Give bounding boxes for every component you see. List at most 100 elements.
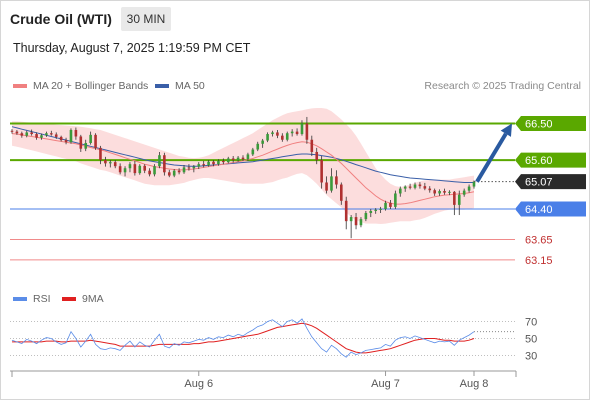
candle-body bbox=[138, 165, 142, 174]
candle-body bbox=[418, 184, 422, 187]
candle-body bbox=[10, 130, 14, 132]
candle-body bbox=[295, 131, 299, 135]
bollinger-band bbox=[12, 108, 474, 224]
x-tick-label: Aug 7 bbox=[371, 378, 400, 390]
x-tick-label: Aug 6 bbox=[184, 378, 213, 390]
candle-body bbox=[45, 133, 48, 136]
candle-body bbox=[197, 164, 201, 167]
legend-rsi-label: RSI bbox=[33, 293, 51, 305]
instrument-title: Crude Oil (WTI) bbox=[10, 11, 112, 27]
candle-body bbox=[167, 172, 171, 176]
candle-body bbox=[398, 188, 402, 194]
candle-body bbox=[177, 170, 181, 173]
candle-body bbox=[158, 155, 161, 167]
candle-body bbox=[354, 217, 358, 226]
ma50-swatch bbox=[155, 84, 169, 89]
candle-body bbox=[305, 123, 309, 140]
legend-rsi-ma-label: 9MA bbox=[82, 293, 104, 305]
rsi-swatch bbox=[13, 297, 27, 302]
rsi-ma-swatch bbox=[62, 297, 76, 302]
candle-body bbox=[443, 191, 446, 193]
candle-body bbox=[89, 134, 92, 143]
legend-ma20: MA 20 + Bollinger Bands bbox=[13, 80, 148, 92]
candle-body bbox=[300, 123, 304, 135]
candle-body bbox=[163, 155, 166, 173]
level-65.60-tag bbox=[515, 152, 586, 168]
candle-body bbox=[379, 208, 382, 210]
candle-body bbox=[153, 166, 156, 175]
x-tick-label: Aug 8 bbox=[460, 378, 489, 390]
candle-body bbox=[15, 131, 19, 134]
candle-body bbox=[413, 184, 417, 188]
timeframe-button[interactable]: 30 MIN bbox=[121, 7, 171, 31]
candle-body bbox=[99, 147, 102, 161]
candle-body bbox=[187, 167, 191, 169]
candle-body bbox=[202, 164, 205, 166]
candle-body bbox=[310, 139, 314, 152]
candle-body bbox=[25, 132, 29, 136]
candle-body bbox=[59, 136, 63, 141]
candle-body bbox=[349, 217, 353, 222]
candle-body bbox=[281, 135, 284, 140]
research-credit: Research © 2025 Trading Central bbox=[424, 80, 581, 92]
candle-body bbox=[69, 129, 73, 143]
candle-body bbox=[182, 167, 186, 173]
candle-body bbox=[339, 184, 343, 201]
candle-body bbox=[384, 202, 387, 209]
candle-body bbox=[20, 133, 24, 136]
candle-body bbox=[472, 181, 476, 187]
candle-body bbox=[271, 132, 274, 135]
candle-body bbox=[335, 176, 338, 185]
candle-body bbox=[408, 186, 412, 188]
candle-body bbox=[266, 134, 269, 141]
rsi-tick-70: 70 bbox=[525, 317, 537, 329]
rsi-line bbox=[11, 318, 475, 358]
candle-body bbox=[84, 142, 88, 149]
candle-body bbox=[344, 200, 348, 222]
candle-body bbox=[453, 191, 456, 205]
candle-body bbox=[35, 134, 38, 138]
report-datetime: Thursday, August 7, 2025 1:19:59 PM CET bbox=[13, 41, 251, 55]
candle-body bbox=[256, 143, 260, 150]
candle-body bbox=[226, 158, 230, 163]
candle-body bbox=[448, 191, 451, 193]
level-65.60-tag-label: 65.60 bbox=[525, 155, 553, 167]
support-label-63.65: 63.65 bbox=[525, 234, 553, 246]
candle-body bbox=[438, 191, 441, 194]
candle-body bbox=[30, 132, 33, 135]
candle-body bbox=[236, 157, 240, 161]
candle-body bbox=[148, 170, 151, 175]
candle-body bbox=[403, 186, 407, 189]
legend-ma50: MA 50 bbox=[155, 80, 205, 92]
candle-body bbox=[423, 186, 427, 189]
legend-ma50-label: MA 50 bbox=[175, 80, 205, 92]
ma50-line bbox=[11, 126, 474, 183]
target-arrow-shaft bbox=[475, 132, 508, 183]
candle-body bbox=[222, 160, 225, 163]
candle-body bbox=[94, 134, 97, 148]
candle-body bbox=[128, 164, 132, 169]
last-price-tag-label: 65.07 bbox=[525, 177, 553, 189]
candle-body bbox=[50, 133, 53, 135]
candle-body bbox=[428, 188, 432, 191]
candle-body bbox=[276, 132, 279, 136]
rsi-tick-50: 50 bbox=[525, 334, 537, 346]
rsi-tick-30: 30 bbox=[525, 351, 537, 363]
candle-body bbox=[330, 176, 333, 191]
candle-body bbox=[261, 140, 264, 144]
rsi-ma-line bbox=[12, 322, 475, 354]
candle-body bbox=[251, 149, 255, 155]
candle-body bbox=[217, 160, 220, 165]
candle-body bbox=[359, 219, 363, 226]
candle-body bbox=[113, 162, 117, 167]
candle-body bbox=[172, 170, 176, 176]
candle-body bbox=[369, 210, 373, 214]
candle-body bbox=[374, 209, 378, 211]
candle-body bbox=[433, 190, 436, 194]
candle-body bbox=[54, 134, 58, 137]
candle-body bbox=[118, 166, 122, 173]
candle-body bbox=[389, 202, 392, 207]
candle-body bbox=[394, 193, 397, 207]
candle-body bbox=[123, 168, 127, 173]
candle-body bbox=[285, 133, 289, 140]
